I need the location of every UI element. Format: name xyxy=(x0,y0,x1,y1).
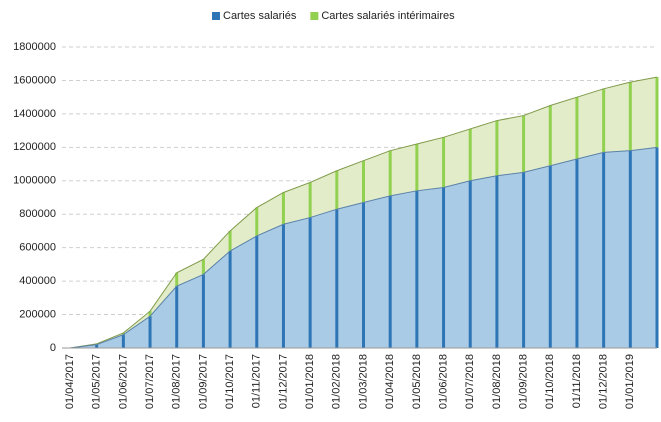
x-tick-label: 01/05/2018 xyxy=(411,354,423,409)
bar xyxy=(655,147,659,348)
legend-label: Cartes salariés intérimaires xyxy=(321,10,455,22)
x-tick-label: 01/02/2018 xyxy=(331,354,343,409)
bar xyxy=(175,272,179,287)
bar xyxy=(148,316,152,348)
bar xyxy=(468,128,472,181)
bar xyxy=(495,175,499,348)
bar xyxy=(415,190,419,348)
legend-label: Cartes salariés xyxy=(223,10,297,22)
x-tick-label: 01/05/2017 xyxy=(91,354,103,409)
x-tick-label: 01/04/2018 xyxy=(384,354,396,409)
y-tick-label: 0 xyxy=(50,342,56,354)
x-tick-label: 01/12/2018 xyxy=(598,354,610,409)
legend-swatch xyxy=(310,12,319,20)
x-tick-label: 01/11/2017 xyxy=(251,354,263,408)
bar xyxy=(228,230,232,252)
bar xyxy=(121,332,125,335)
x-tick-label: 01/03/2018 xyxy=(357,354,369,409)
bar xyxy=(468,180,472,348)
bar xyxy=(442,137,446,188)
x-tick-label: 01/11/2018 xyxy=(571,354,583,408)
bar xyxy=(201,274,205,348)
bar xyxy=(522,115,526,173)
y-tick-label: 400000 xyxy=(19,275,56,287)
area xyxy=(70,77,657,348)
bar xyxy=(281,192,285,225)
bar xyxy=(255,207,259,236)
x-tick-label: 01/09/2018 xyxy=(517,354,529,409)
y-tick-label: 1800000 xyxy=(13,41,56,53)
x-tick-label: 01/10/2017 xyxy=(224,354,236,409)
bar xyxy=(148,311,152,317)
x-tick-label: 01/01/2019 xyxy=(624,354,636,409)
bar xyxy=(442,187,446,348)
bar xyxy=(95,344,99,348)
bar xyxy=(281,224,285,348)
bar xyxy=(415,143,419,191)
x-tick-label: 01/06/2017 xyxy=(117,354,129,409)
bar xyxy=(362,202,365,348)
bar xyxy=(602,88,606,153)
bar xyxy=(201,259,205,275)
x-tick-label: 01/07/2017 xyxy=(144,354,156,409)
bar xyxy=(308,182,312,218)
legend-swatch xyxy=(212,12,220,20)
line xyxy=(69,76,658,349)
x-tick-label: 01/08/2018 xyxy=(491,354,503,409)
bar xyxy=(548,165,552,348)
y-tick-label: 200000 xyxy=(19,308,56,320)
x-tick-label: 01/06/2018 xyxy=(437,354,449,409)
bar xyxy=(388,150,392,196)
bar xyxy=(121,334,125,348)
bar xyxy=(308,217,312,348)
y-tick-label: 1200000 xyxy=(13,141,56,153)
bar xyxy=(522,172,526,348)
bar xyxy=(335,170,339,210)
x-tick-label: 01/01/2018 xyxy=(304,354,316,409)
bar xyxy=(655,77,659,148)
bar xyxy=(388,195,392,348)
y-tick-label: 1400000 xyxy=(13,108,56,120)
y-tick-label: 1600000 xyxy=(13,74,56,86)
line xyxy=(69,146,658,349)
bar xyxy=(175,286,179,348)
bar xyxy=(602,152,606,348)
bar xyxy=(495,120,499,176)
bar xyxy=(362,160,365,203)
bar xyxy=(228,251,232,348)
y-tick-label: 600000 xyxy=(19,242,56,254)
x-tick-label: 01/12/2017 xyxy=(277,354,289,409)
x-tick-label: 01/04/2017 xyxy=(64,354,76,409)
bar xyxy=(628,150,632,348)
bar xyxy=(575,97,579,160)
x-tick-label: 01/07/2018 xyxy=(464,354,476,409)
bar xyxy=(575,159,579,348)
x-tick-label: 01/08/2017 xyxy=(171,354,183,409)
y-tick-label: 800000 xyxy=(19,208,56,220)
y-tick-label: 1000000 xyxy=(13,175,56,187)
bar xyxy=(335,209,339,348)
bar xyxy=(548,105,552,166)
bar xyxy=(628,82,632,151)
x-tick-label: 01/09/2017 xyxy=(197,354,209,409)
x-tick-label: 01/10/2018 xyxy=(544,354,556,409)
bar xyxy=(255,235,259,348)
